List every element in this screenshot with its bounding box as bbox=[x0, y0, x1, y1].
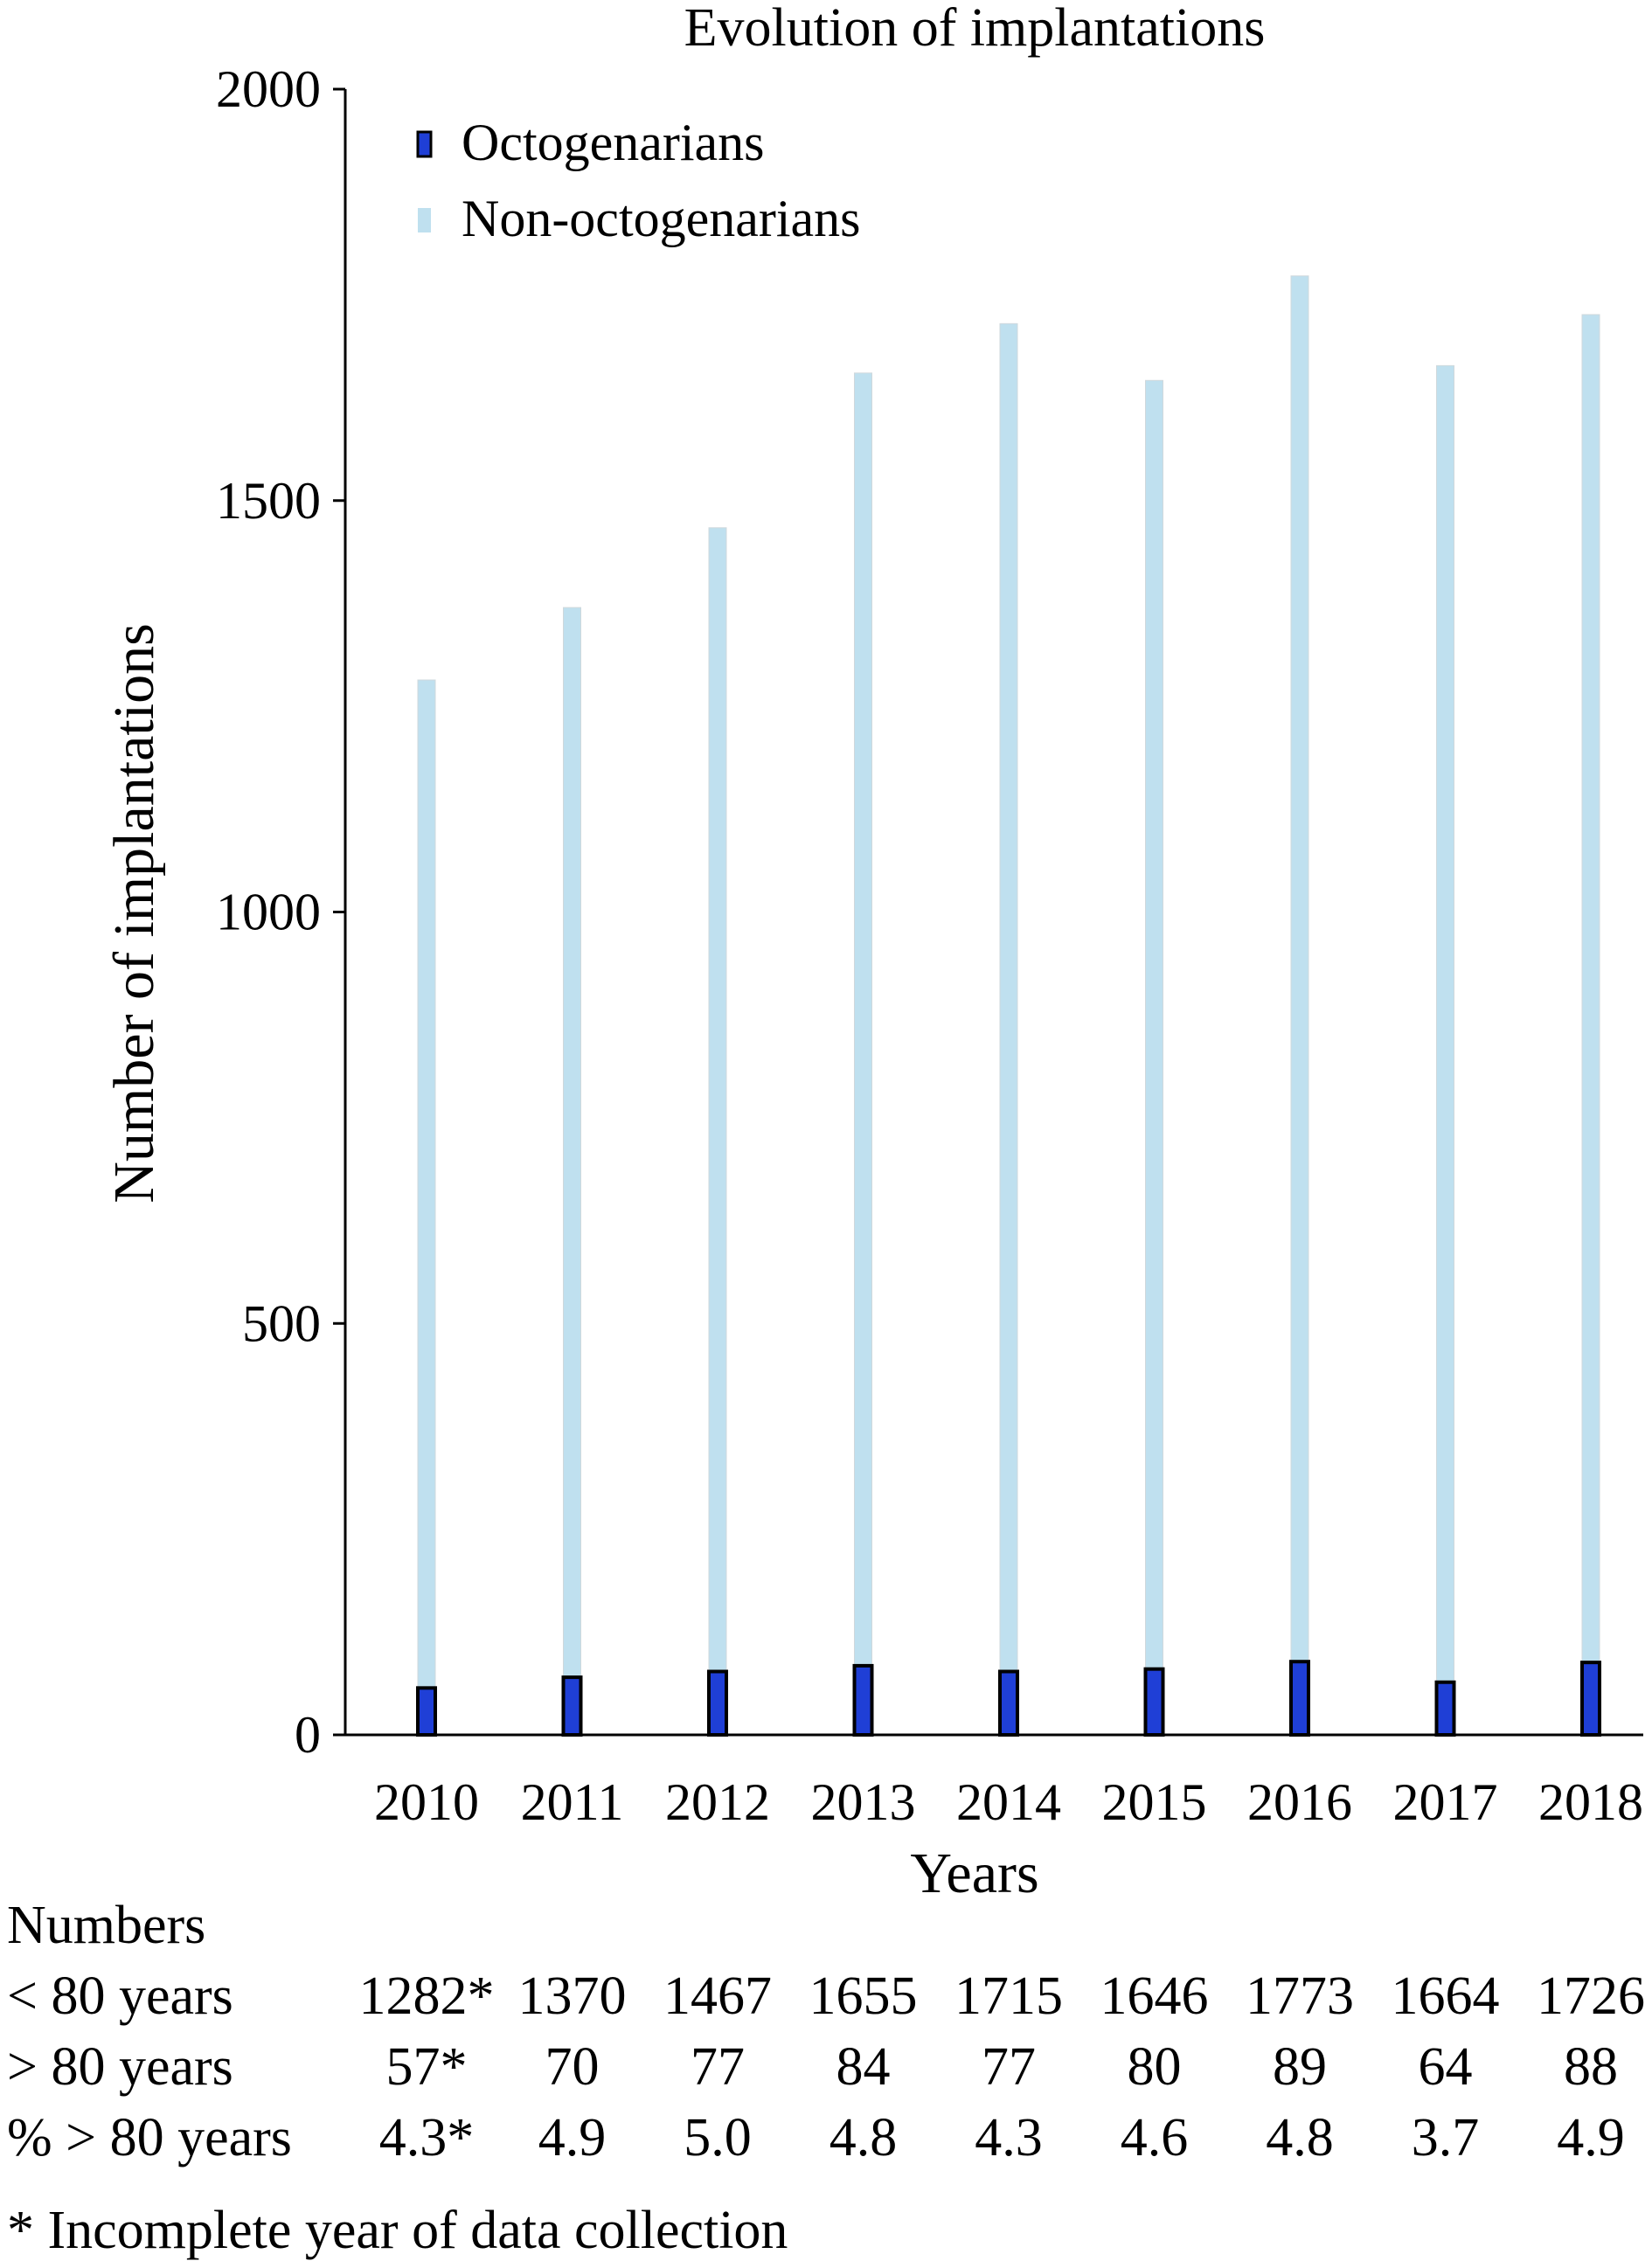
legend-label-octogenarians: Octogenarians bbox=[462, 114, 765, 171]
table-cell: 1646 bbox=[1100, 1966, 1209, 2026]
table-cell: 4.3 bbox=[975, 2108, 1043, 2167]
table-cell: 77 bbox=[691, 2037, 745, 2097]
table-cell: 84 bbox=[836, 2037, 891, 2097]
table-cell: 5.0 bbox=[684, 2108, 752, 2167]
x-tick-label: 2014 bbox=[956, 1773, 1061, 1831]
bar-non-octogenarians-2013 bbox=[854, 372, 872, 1736]
table-cell: 1726 bbox=[1537, 1966, 1645, 2026]
y-tick-label: 1500 bbox=[216, 472, 321, 530]
bar-octogenarians-2016 bbox=[1289, 1660, 1310, 1737]
legend-swatch-octogenarians bbox=[416, 130, 433, 158]
x-tick-label: 2010 bbox=[374, 1773, 479, 1831]
bar-non-octogenarians-2018 bbox=[1581, 314, 1600, 1736]
bar-non-octogenarians-2016 bbox=[1290, 275, 1309, 1736]
bar-non-octogenarians-2017 bbox=[1436, 364, 1454, 1736]
bar-non-octogenarians-2014 bbox=[999, 323, 1018, 1736]
y-tick-label: 0 bbox=[295, 1706, 321, 1764]
bar-octogenarians-2010 bbox=[416, 1686, 437, 1737]
legend-label-non-octogenarians: Non-octogenarians bbox=[462, 190, 861, 247]
table-cell: 1664 bbox=[1392, 1966, 1500, 2026]
table-cell: 70 bbox=[545, 2037, 600, 2097]
table-cell: 88 bbox=[1564, 2037, 1618, 2097]
legend-swatch-non-octogenarians bbox=[418, 208, 431, 232]
table-cell: 89 bbox=[1273, 2037, 1327, 2097]
table-row-label: % > 80 years bbox=[7, 2108, 292, 2167]
table-cell: 1655 bbox=[809, 1966, 918, 2026]
table-cell: 57* bbox=[386, 2037, 468, 2097]
table-cell: 1370 bbox=[518, 1966, 627, 2026]
x-axis: 2010 2011 2012 2013 2014 2015 2016 2017 2018 bbox=[345, 1733, 1643, 1831]
x-tick-label: 2012 bbox=[665, 1773, 770, 1831]
bar-octogenarians-2012 bbox=[707, 1669, 728, 1737]
bar-octogenarians-2015 bbox=[1143, 1667, 1165, 1737]
x-tick-label: 2015 bbox=[1102, 1773, 1207, 1831]
bar-octogenarians-2017 bbox=[1434, 1680, 1456, 1737]
x-tick-label: 2016 bbox=[1247, 1773, 1352, 1831]
table-cell: 1282* bbox=[359, 1966, 495, 2026]
bar-octogenarians-2018 bbox=[1580, 1661, 1601, 1737]
bar-non-octogenarians-2010 bbox=[417, 679, 436, 1736]
table-cell: 1773 bbox=[1246, 1966, 1354, 2026]
bar-non-octogenarians-2011 bbox=[563, 607, 581, 1736]
table-row-label: < 80 years bbox=[7, 1966, 233, 2026]
chart-title: Evolution of implantations bbox=[684, 0, 1266, 58]
bars-group bbox=[416, 275, 1601, 1737]
bar-octogenarians-2013 bbox=[852, 1663, 874, 1737]
table-cell: 80 bbox=[1128, 2037, 1182, 2097]
table-cell: 1715 bbox=[954, 1966, 1063, 2026]
table-cell: 4.8 bbox=[1266, 2108, 1334, 2167]
bar-octogenarians-2011 bbox=[561, 1675, 583, 1737]
y-axis: 0 500 1000 1500 2000 bbox=[216, 60, 347, 1764]
table-cell: 77 bbox=[982, 2037, 1036, 2097]
y-tick-label: 500 bbox=[242, 1294, 321, 1352]
table-row-label: > 80 years bbox=[7, 2037, 233, 2097]
y-tick-label: 1000 bbox=[216, 884, 321, 941]
table-cell: 4.8 bbox=[829, 2108, 898, 2167]
legend: Octogenarians Non-octogenarians bbox=[416, 114, 861, 247]
bar-non-octogenarians-2015 bbox=[1145, 379, 1163, 1736]
table-cell: 1467 bbox=[663, 1966, 772, 2026]
numbers-table: Numbers < 80 years 1282* 1370 1467 1655 1715 1… bbox=[7, 1896, 1645, 2167]
table-cell: 3.7 bbox=[1412, 2108, 1480, 2167]
x-axis-title: Years bbox=[910, 1841, 1038, 1905]
bar-octogenarians-2014 bbox=[998, 1669, 1019, 1737]
x-tick-label: 2013 bbox=[811, 1773, 916, 1831]
x-tick-label: 2011 bbox=[521, 1773, 624, 1831]
y-tick-label: 2000 bbox=[216, 60, 321, 118]
table-cell: 4.6 bbox=[1121, 2108, 1189, 2167]
table-heading: Numbers bbox=[7, 1896, 205, 1955]
y-axis-title: Number of implantations bbox=[102, 623, 166, 1203]
table-cell: 4.9 bbox=[538, 2108, 607, 2167]
footnote: * Incomplete year of data collection bbox=[7, 2201, 788, 2260]
table-cell: 4.3* bbox=[379, 2108, 475, 2167]
table-cell: 4.9 bbox=[1557, 2108, 1625, 2167]
table-cell: 64 bbox=[1419, 2037, 1473, 2097]
bar-non-octogenarians-2012 bbox=[708, 527, 727, 1736]
x-tick-label: 2017 bbox=[1393, 1773, 1498, 1831]
x-tick-label: 2018 bbox=[1538, 1773, 1643, 1831]
